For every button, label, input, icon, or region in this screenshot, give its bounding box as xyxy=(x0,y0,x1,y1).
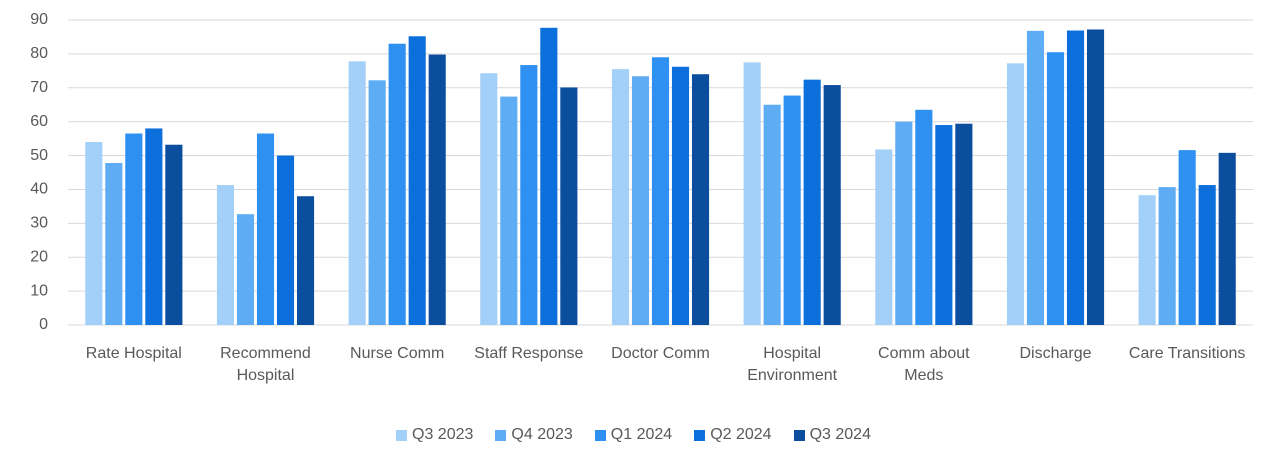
bar xyxy=(520,65,538,326)
legend-swatch xyxy=(495,429,507,441)
x-tick-label: Recommend Hospital xyxy=(220,345,311,384)
legend-item: Q1 2024 xyxy=(594,426,673,444)
legend-label: Q1 2024 xyxy=(610,426,673,443)
x-tick-label: Discharge xyxy=(1019,345,1092,362)
y-tick-label: 10 xyxy=(30,282,48,299)
y-tick-label: 0 xyxy=(39,316,48,333)
x-tick-label: Hospital Environment xyxy=(747,345,838,384)
legend-label: Q4 2023 xyxy=(511,426,573,443)
bar xyxy=(935,125,953,325)
bar xyxy=(1138,195,1156,325)
bar xyxy=(1158,187,1176,325)
bar xyxy=(1066,30,1085,326)
bar xyxy=(1086,29,1105,325)
bar xyxy=(1046,52,1065,325)
bar xyxy=(875,149,893,325)
legend-item: Q4 2023 xyxy=(495,426,573,444)
legend-swatch xyxy=(396,429,408,441)
y-tick-label: 30 xyxy=(30,215,48,232)
y-tick-label: 90 xyxy=(30,11,48,28)
bar xyxy=(783,95,801,325)
bar xyxy=(296,196,315,325)
bar xyxy=(560,87,578,325)
y-tick-label: 60 xyxy=(30,113,48,130)
legend: Q3 2023 Q4 2023 Q1 2024 Q2 2024 Q3 2024 xyxy=(0,426,1267,444)
bar xyxy=(1218,152,1236,325)
bar xyxy=(763,104,781,325)
legend-swatch xyxy=(594,429,606,441)
bar xyxy=(125,133,143,325)
bar xyxy=(428,54,446,326)
bar xyxy=(671,66,690,326)
legend-item: Q2 2024 xyxy=(694,426,772,444)
bar xyxy=(955,123,973,325)
legend-swatch xyxy=(694,429,706,441)
bar xyxy=(631,76,650,325)
legend-label: Q3 2024 xyxy=(809,426,871,443)
bar xyxy=(388,43,406,325)
legend-item: Q3 2024 xyxy=(793,426,871,444)
bar xyxy=(165,144,183,325)
y-tick-label: 40 xyxy=(30,181,48,198)
bar xyxy=(105,163,123,325)
bar xyxy=(236,214,255,325)
bar xyxy=(256,133,275,325)
bar xyxy=(368,80,386,325)
y-tick-label: 70 xyxy=(30,79,48,96)
bar xyxy=(915,109,933,325)
legend-swatch xyxy=(793,429,805,441)
bar xyxy=(540,27,558,326)
x-tick-label: Rate Hospital xyxy=(85,345,182,362)
y-tick-label: 50 xyxy=(30,147,48,164)
bar xyxy=(651,57,670,326)
bar xyxy=(145,128,163,325)
x-tick-label: Doctor Comm xyxy=(611,345,710,362)
x-tick-label: Care Transitions xyxy=(1128,345,1246,362)
x-tick-label: Staff Response xyxy=(474,345,584,362)
bar xyxy=(1198,185,1216,325)
y-tick-label: 20 xyxy=(30,248,48,265)
legend-item: Q3 2023 xyxy=(396,426,473,444)
bar xyxy=(85,142,103,325)
x-tick-label: Comm about Meds xyxy=(878,345,970,384)
bar xyxy=(743,62,761,325)
x-tick-label: Nurse Comm xyxy=(350,345,445,362)
bar xyxy=(276,155,295,325)
bar xyxy=(1026,30,1045,325)
bar xyxy=(611,69,630,325)
bar xyxy=(408,36,426,326)
legend-label: Q2 2024 xyxy=(710,426,772,443)
bar xyxy=(1006,63,1025,325)
bar xyxy=(1178,150,1196,325)
y-tick-label: 80 xyxy=(30,45,48,62)
bar xyxy=(691,74,710,325)
bar xyxy=(348,61,366,325)
bar xyxy=(823,85,841,325)
bar xyxy=(216,185,235,325)
bar xyxy=(803,79,821,326)
bar xyxy=(895,121,913,326)
legend-label: Q3 2023 xyxy=(412,426,474,443)
bar xyxy=(480,73,498,325)
bar xyxy=(500,96,518,325)
